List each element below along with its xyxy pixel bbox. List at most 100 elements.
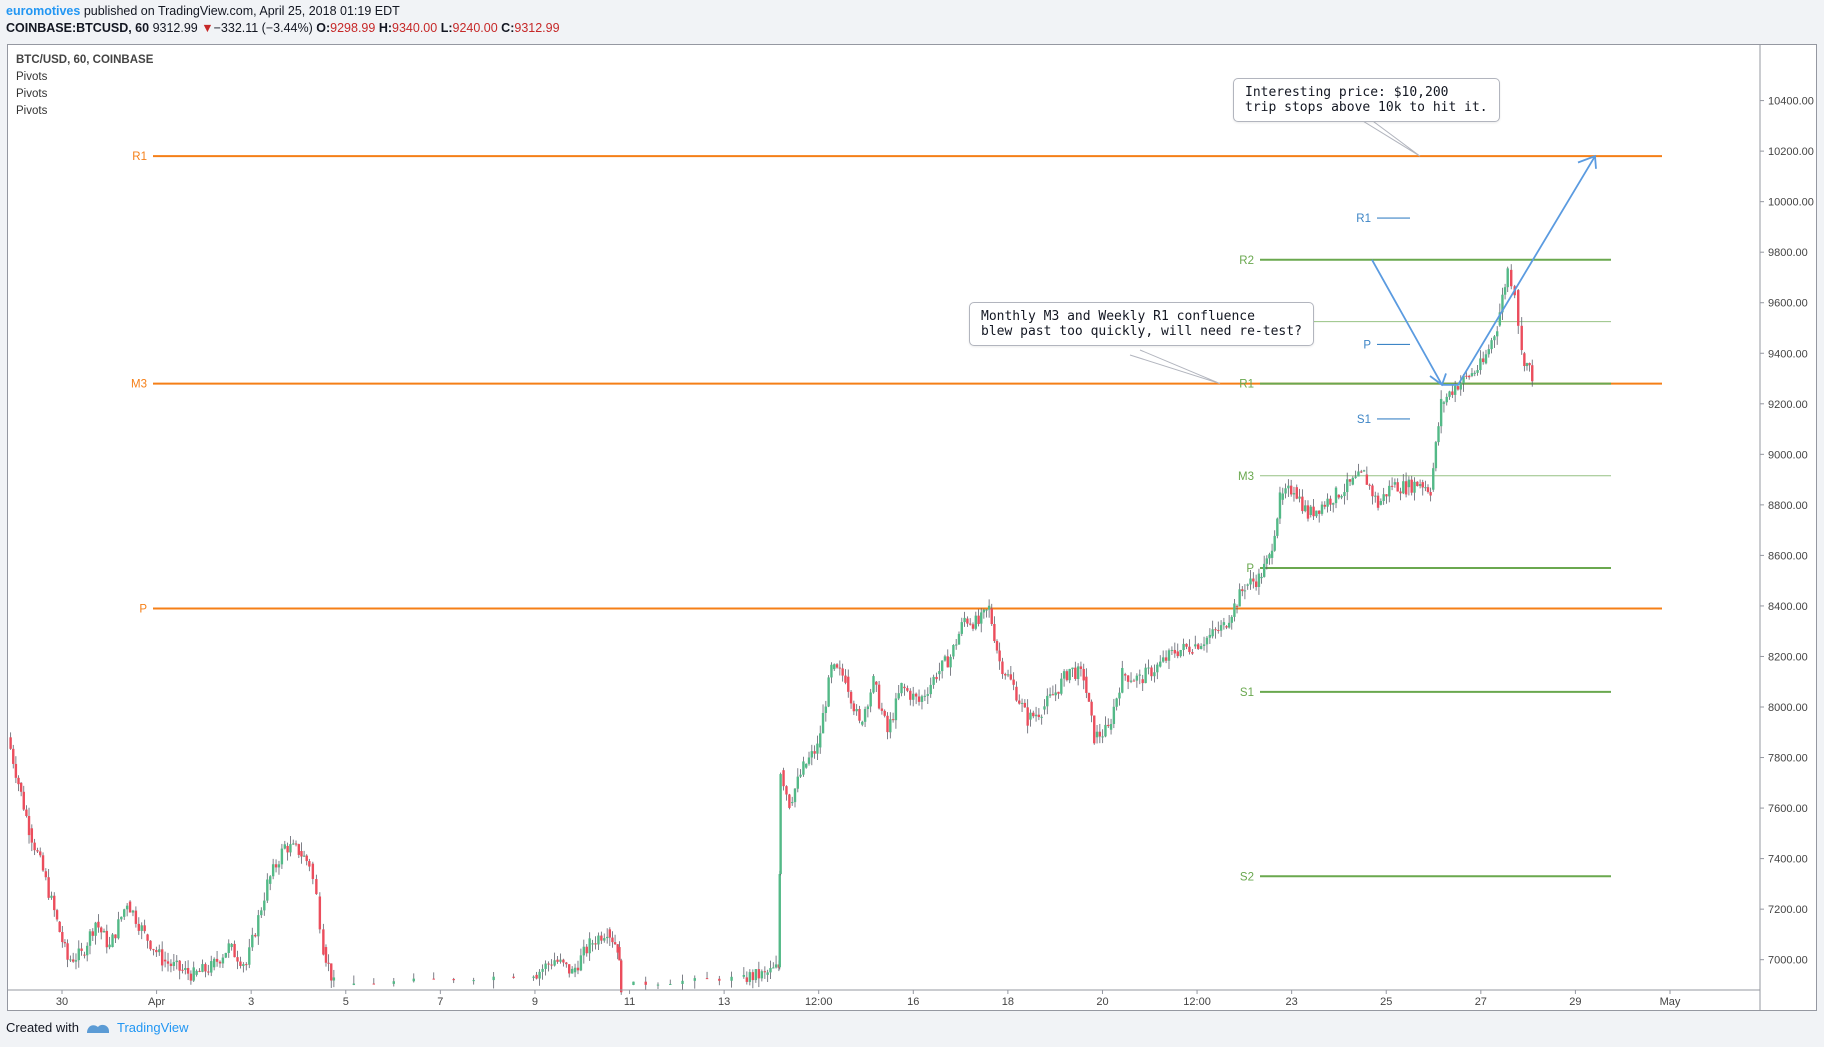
candle-body	[155, 950, 158, 953]
candle-body	[769, 968, 772, 973]
candle-body	[1249, 578, 1252, 585]
candle-body	[1528, 363, 1531, 366]
pivot-label: P	[1363, 339, 1371, 351]
candle-body	[532, 976, 535, 978]
candle-body	[27, 816, 31, 836]
candle-body	[146, 934, 149, 941]
y-tick-label: 10000.00	[1768, 197, 1814, 209]
candle-body	[286, 845, 289, 853]
candle-body	[1270, 550, 1274, 558]
candle-body	[105, 930, 109, 948]
candle-body	[239, 961, 242, 966]
candle-body	[432, 978, 435, 980]
candle-body	[1132, 680, 1136, 682]
legend-indicator[interactable]: Pivots	[16, 105, 48, 117]
candle-body	[1473, 372, 1476, 374]
candle-body	[597, 935, 600, 945]
candle-body	[297, 844, 301, 855]
candle-body	[1227, 622, 1231, 628]
candle-body	[852, 703, 856, 712]
candle-body	[588, 938, 591, 954]
candle-body	[1476, 370, 1479, 373]
candle-body	[300, 851, 303, 857]
callout-mid[interactable]: Monthly M3 and Weekly R1 confluence blew…	[969, 302, 1314, 346]
candle-body	[1115, 698, 1118, 707]
candle-body	[891, 719, 895, 721]
candle-body	[53, 895, 56, 911]
candle-body	[1046, 695, 1049, 707]
candle-body	[847, 676, 850, 692]
candle-body	[233, 943, 236, 958]
publish-line: euromotives published on TradingView.com…	[6, 3, 1816, 20]
candle-body	[492, 976, 495, 981]
candle-body	[923, 695, 927, 697]
candle-body	[1001, 661, 1004, 675]
y-tick-label: 7200.00	[1768, 904, 1808, 916]
candle-body	[44, 871, 48, 878]
candle-body	[1141, 679, 1144, 684]
high-label: H:	[378, 21, 393, 35]
tradingview-brand-link[interactable]: TradingView	[116, 1020, 189, 1035]
legend-indicator[interactable]: Pivots	[16, 71, 48, 83]
candle-body	[1076, 666, 1080, 680]
callout-top[interactable]: Interesting price: $10,200 trip stops ab…	[1233, 78, 1500, 122]
candle-body	[1351, 477, 1355, 485]
candle-body	[1317, 510, 1321, 514]
candle-body	[1517, 290, 1520, 326]
candle-body	[1161, 657, 1165, 662]
candle-body	[100, 927, 103, 933]
candle-body	[1265, 558, 1269, 564]
candle-body	[579, 955, 583, 971]
candle-body	[1147, 667, 1150, 669]
candle-body	[254, 934, 257, 937]
arrow-head-down	[1429, 373, 1447, 387]
candle-body	[58, 921, 61, 933]
author-link[interactable]: euromotives	[6, 4, 81, 18]
candle-body	[977, 615, 980, 624]
candle-body	[1289, 485, 1293, 495]
candle-body	[541, 968, 544, 972]
candle-body	[1020, 702, 1024, 704]
candle-body	[940, 660, 944, 672]
candle-body	[772, 967, 775, 969]
candle-body	[995, 641, 999, 651]
candle-body	[1315, 510, 1318, 517]
candle-body	[1442, 402, 1446, 404]
candle-body	[1273, 535, 1276, 551]
chart-pane[interactable]	[7, 44, 1817, 1011]
candle-body	[957, 633, 961, 645]
candle-body	[1346, 479, 1349, 493]
candle-body	[80, 948, 83, 951]
candle-body	[1379, 500, 1383, 505]
candle-body	[644, 981, 647, 985]
candle-body	[946, 656, 949, 668]
candle-body	[1385, 494, 1388, 497]
candle-body	[94, 922, 97, 936]
candle-body	[12, 748, 15, 764]
ohlc-line: COINBASE:BTCUSD, 60 9312.99 ▼−332.11 (−3…	[6, 20, 1816, 37]
candle-body	[1410, 479, 1413, 493]
x-tick-label: May	[1660, 996, 1681, 1008]
candle-body	[69, 959, 72, 961]
candle-body	[1208, 634, 1212, 638]
y-tick-label: 9400.00	[1768, 348, 1808, 360]
candle-body	[866, 706, 870, 710]
candle-body	[1354, 476, 1357, 478]
candle-body	[1006, 674, 1010, 676]
candle-body	[1459, 383, 1462, 390]
candle-body	[166, 961, 170, 964]
y-tick-label: 9800.00	[1768, 247, 1808, 259]
candle-body	[131, 910, 135, 913]
candle-body	[966, 618, 969, 624]
candle-body	[544, 963, 547, 969]
x-tick-label: Apr	[148, 996, 165, 1008]
y-tick-label: 10400.00	[1768, 96, 1814, 108]
legend-indicator[interactable]: Pivots	[16, 88, 48, 100]
candle-body	[774, 964, 778, 968]
candle-body	[128, 901, 132, 913]
candle-body	[917, 696, 921, 702]
candle-body	[1087, 692, 1091, 702]
candle-body	[810, 751, 814, 758]
candle-body	[1281, 493, 1284, 500]
